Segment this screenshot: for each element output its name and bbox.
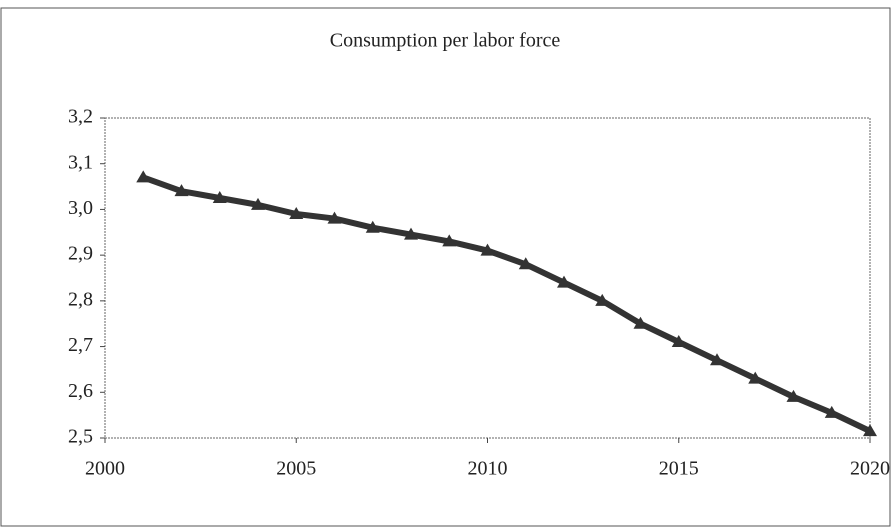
x-tick-label: 2000 — [85, 458, 125, 480]
marker — [595, 293, 610, 306]
x-tick-label: 2005 — [276, 458, 316, 480]
marker — [404, 227, 418, 240]
chart-title: Consumption per labor force — [330, 30, 561, 52]
marker — [518, 257, 533, 270]
marker — [251, 197, 265, 210]
marker — [442, 234, 457, 247]
y-tick-label: 2,6 — [68, 380, 93, 402]
y-tick-label: 3,2 — [68, 106, 93, 128]
marker — [824, 405, 839, 418]
plot-area — [104, 117, 871, 439]
x-tick-label: 2010 — [468, 458, 508, 480]
marker — [710, 353, 724, 366]
marker — [786, 389, 801, 402]
chart-border — [0, 7, 891, 527]
marker — [365, 220, 380, 233]
marker — [671, 335, 686, 347]
y-tick-label: 3,1 — [68, 151, 93, 173]
marker — [327, 211, 342, 224]
line — [142, 174, 872, 434]
marker — [557, 275, 571, 288]
marker — [480, 243, 495, 256]
marker — [136, 170, 151, 183]
y-tick-label: 2,7 — [68, 334, 93, 356]
marker — [174, 184, 189, 197]
y-tick-label: 2,9 — [68, 243, 93, 265]
y-tick-label: 2,5 — [68, 426, 93, 448]
marker — [289, 207, 304, 219]
x-tick-label: 2020 — [850, 458, 890, 480]
marker — [863, 424, 877, 437]
marker — [633, 316, 648, 329]
y-tick-label: 3,0 — [68, 197, 93, 219]
y-tick-label: 2,8 — [68, 288, 93, 310]
marker — [748, 371, 763, 384]
x-tick-label: 2015 — [659, 458, 699, 480]
marker — [212, 191, 227, 203]
